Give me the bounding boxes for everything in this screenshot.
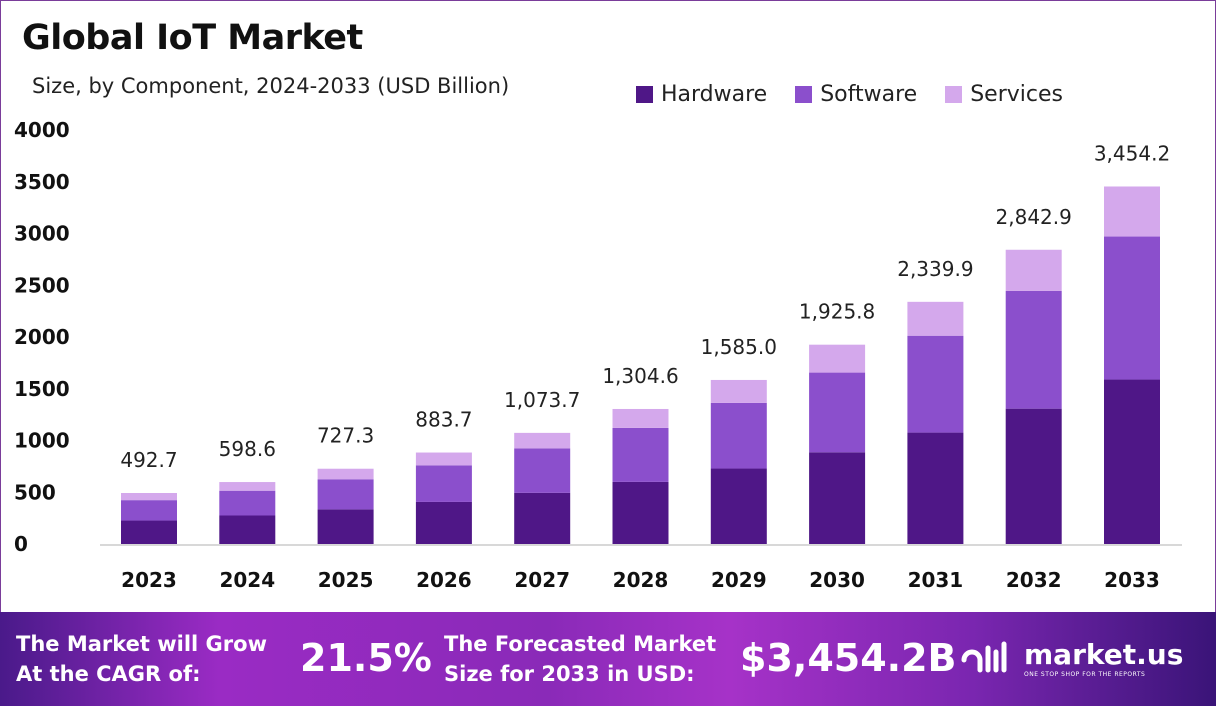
data-label-total: 1,304.6	[602, 364, 678, 388]
data-label-total: 1,585.0	[701, 335, 777, 359]
bar-services-2032	[1005, 249, 1062, 291]
y-tick-label: 1000	[14, 429, 70, 453]
x-tick-label: 2030	[809, 568, 865, 592]
chart-subtitle: Size, by Component, 2024-2033 (USD Billi…	[32, 74, 510, 98]
data-label-total: 2,339.9	[897, 257, 973, 281]
cagr-label-line1: The Market will Grow	[16, 632, 267, 656]
x-tick-label: 2024	[219, 568, 275, 592]
bar-software-2033	[1104, 236, 1160, 380]
data-label-total: 598.6	[219, 437, 276, 461]
bar-software-2028	[612, 427, 669, 482]
forecast-label-line1: The Forecasted Market	[444, 632, 717, 656]
legend-swatch	[636, 86, 653, 103]
y-tick-label: 4000	[14, 118, 70, 142]
x-tick-label: 2028	[613, 568, 669, 592]
summary-banner: The Market will Grow At the CAGR of: 21.…	[0, 612, 1216, 706]
bar-services-2031	[907, 301, 964, 336]
data-label-total: 883.7	[415, 408, 472, 432]
bar-hardware-2025	[317, 509, 374, 544]
bar-software-2029	[710, 402, 767, 469]
bar-hardware-2026	[415, 501, 472, 544]
legend-swatch	[795, 86, 813, 103]
bar-hardware-2028	[612, 481, 669, 544]
bar-hardware-2032	[1005, 408, 1062, 544]
legend-item-software: Software	[795, 82, 917, 107]
bar-services-2024	[219, 482, 276, 491]
bar-software-2030	[809, 372, 866, 453]
x-tick-label: 2025	[318, 568, 374, 592]
data-label-total: 727.3	[317, 424, 374, 448]
bar-software-2025	[317, 479, 374, 510]
x-tick-label: 2023	[121, 568, 177, 592]
bar-services-2025	[317, 468, 374, 480]
y-tick-label: 2500	[14, 273, 70, 297]
data-label-total: 492.7	[120, 448, 177, 472]
y-tick-label: 3000	[14, 222, 70, 246]
bar-services-2026	[415, 452, 472, 466]
cagr-value: 21.5%	[300, 636, 432, 680]
bar-hardware-2031	[907, 432, 964, 544]
bar-hardware-2024	[219, 515, 276, 544]
legend-swatch	[945, 86, 963, 103]
x-tick-label: 2031	[908, 568, 964, 592]
data-label-total: 2,842.9	[996, 205, 1072, 229]
x-tick-label: 2033	[1104, 568, 1160, 592]
x-tick-label: 2032	[1006, 568, 1062, 592]
bar-software-2031	[907, 335, 964, 433]
y-tick-label: 3500	[14, 170, 70, 194]
y-tick-label: 1500	[14, 377, 70, 401]
legend-item-hardware: Hardware	[636, 82, 767, 107]
legend: Hardware Software Services	[636, 82, 1063, 107]
x-tick-label: 2026	[416, 568, 472, 592]
logo-icon	[961, 641, 1007, 673]
bar-hardware-2030	[809, 452, 866, 544]
bar-software-2026	[415, 465, 472, 502]
bar-hardware-2029	[710, 468, 767, 544]
bar-software-2027	[514, 448, 571, 493]
cagr-label-line2: At the CAGR of:	[16, 662, 201, 686]
chart-title: Global IoT Market	[22, 18, 363, 58]
y-tick-label: 2000	[14, 325, 70, 349]
bar-hardware-2027	[514, 492, 571, 544]
legend-label: Services	[970, 82, 1063, 107]
bar-services-2030	[809, 344, 866, 373]
logo-tagline: ONE STOP SHOP FOR THE REPORTS	[1024, 671, 1146, 678]
legend-label: Software	[820, 82, 918, 107]
bar-services-2028	[612, 408, 669, 428]
logo-name: market.us	[1024, 638, 1184, 671]
x-tick-label: 2027	[514, 568, 570, 592]
forecast-value: $3,454.2B	[740, 636, 957, 680]
legend-label: Hardware	[661, 82, 768, 107]
bar-software-2024	[219, 490, 276, 516]
bar-services-2027	[514, 432, 571, 449]
y-tick-label: 500	[14, 480, 56, 504]
forecast-label-line2: Size for 2033 in USD:	[444, 662, 695, 686]
legend-item-services: Services	[945, 82, 1063, 107]
data-label-total: 3,454.2	[1094, 141, 1170, 165]
bar-chart: 0 500 1000 1500 2000 2500 3000 3500 4000 492.7 202…	[14, 118, 1182, 592]
bar-software-2023	[121, 500, 177, 521]
bar-services-2029	[710, 379, 767, 403]
y-tick-label: 0	[14, 532, 28, 556]
bar-services-2023	[121, 493, 177, 501]
bar-hardware-2033	[1104, 379, 1160, 544]
x-tick-label: 2029	[711, 568, 767, 592]
data-label-total: 1,925.8	[799, 300, 875, 324]
bar-hardware-2023	[121, 520, 177, 544]
data-label-total: 1,073.7	[504, 388, 580, 412]
market-us-logo: market.us ONE STOP SHOP FOR THE REPORTS	[960, 638, 1183, 678]
bar-software-2032	[1005, 290, 1062, 409]
bar-services-2033	[1104, 186, 1160, 237]
